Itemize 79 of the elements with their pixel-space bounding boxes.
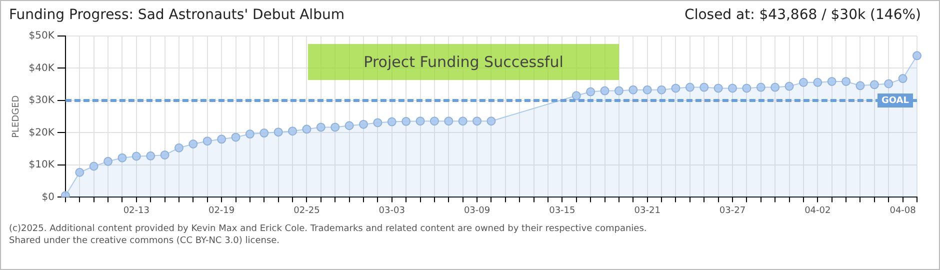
point [770,82,780,92]
point [260,128,269,138]
point [416,116,425,126]
point [146,151,156,160]
point [642,85,652,94]
x-tick-label: 02-25 [294,206,320,216]
point [387,117,396,126]
point [188,140,198,149]
point [486,116,496,126]
point [444,116,454,126]
success-banner: Project Funding Successful [308,44,619,80]
point [245,130,254,139]
point [813,78,822,87]
point [402,116,411,126]
x-tick-label: 03-09 [464,206,490,216]
point [714,84,723,93]
y-tick-label: $30K [28,95,55,106]
point [842,76,851,86]
point [700,82,709,92]
chart-subtitle: Closed at: $43,868 / $30k (146%) [684,7,921,25]
point [174,143,184,152]
point [856,81,865,90]
x-tick-label: 02-13 [123,206,150,216]
text: (c)2025. Additional content provided by Kevin Max and Erick Cole. Trademarks and related content are owned by their respective companies. [9,223,648,235]
point [827,76,836,86]
point [870,80,879,90]
y-axis-title: PLEDGED [12,95,22,138]
x-tick-label: 04-02 [804,206,831,216]
point [217,134,226,144]
y-tick-label: $40K [28,62,55,74]
text: Shared under the creative commons (CC BY-NC 3.0) license. [9,235,281,247]
point [742,84,752,93]
point [231,132,240,142]
point [898,74,908,84]
point [202,136,212,146]
x-tick-label: 03-27 [719,206,746,216]
point [274,128,283,137]
x-tick-label: 03-15 [549,206,576,216]
point [458,116,468,126]
x-tick-label: 02-19 [208,206,235,216]
point [104,156,113,166]
point [288,126,298,136]
y-tick-label: $50K [28,30,55,42]
point [685,82,694,92]
point [798,78,808,87]
point [912,51,922,60]
annotation: Project Funding Successful [364,52,564,71]
point [756,82,766,92]
point [430,116,439,126]
x-tick-label: 04-08 [890,206,916,216]
point [75,168,84,177]
point [572,91,581,100]
point [344,121,354,130]
point [358,120,368,129]
point [586,87,596,96]
point [884,79,894,88]
point [330,122,340,132]
point [89,162,98,171]
point [373,118,382,128]
y-tick-label: $10K [28,160,55,171]
x-tick-label: 03-21 [634,206,660,216]
point [132,152,141,161]
point [784,82,794,91]
y-tick-label: $0 [42,192,54,203]
point [657,85,666,94]
point [628,85,638,94]
y-tick-label: $20K [28,127,55,138]
point [316,122,326,132]
point [728,84,737,93]
ref-line-label: GOAL [882,96,910,106]
point [302,124,312,134]
point [118,153,127,162]
point [671,84,680,93]
point [600,86,610,96]
point [472,116,482,126]
point [614,86,624,96]
x-tick-label: 03-03 [378,206,405,216]
point [160,150,170,160]
chart-title: Funding Progress: Sad Astronauts' Debut Album [9,7,344,25]
